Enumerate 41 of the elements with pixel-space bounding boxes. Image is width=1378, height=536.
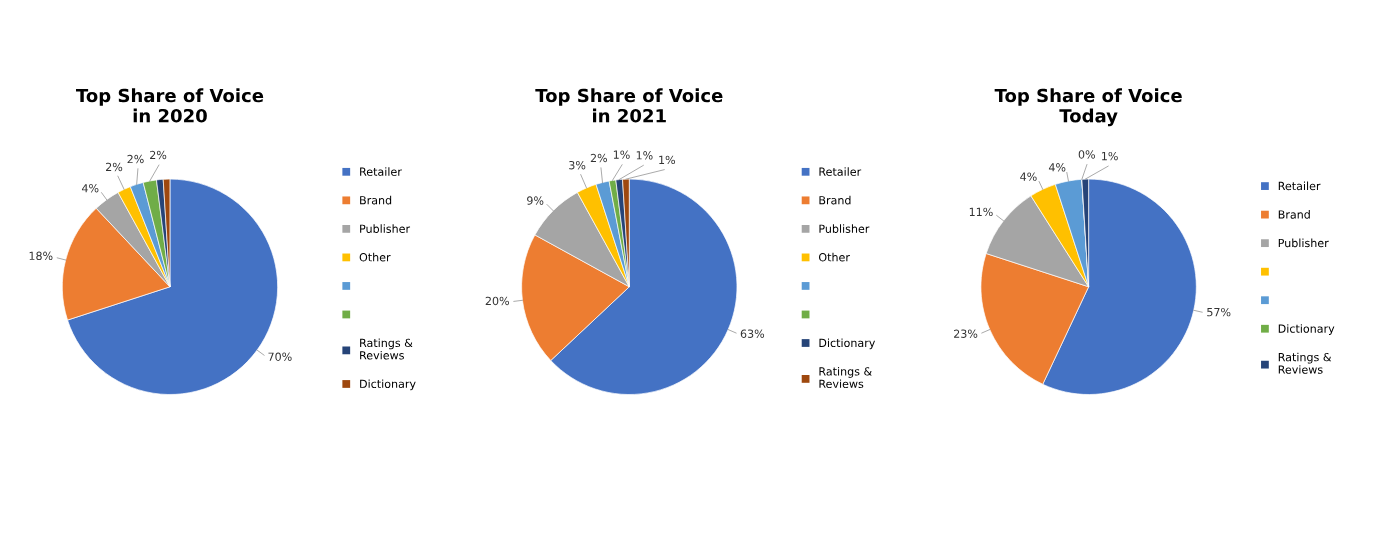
chart-title: Top Share of Voice in 2021	[535, 88, 723, 123]
legend-label: Publisher	[360, 224, 411, 233]
data-label: 2%	[150, 150, 167, 160]
legend-label: Brand	[819, 195, 851, 205]
data-label: 2%	[590, 153, 608, 163]
data-label: 18%	[29, 251, 53, 261]
chart-title: Top Share of Voice Today	[994, 88, 1182, 127]
data-label: 23%	[954, 329, 978, 338]
legend-label: Dictionary	[1278, 324, 1335, 335]
data-label: 1%	[1102, 151, 1118, 161]
data-label: 2%	[127, 154, 144, 164]
data-label: 3%	[569, 161, 586, 170]
legend-label: Brand	[360, 195, 392, 205]
legend-label: Retailer	[360, 167, 402, 176]
data-label: 57%	[1207, 307, 1231, 317]
data-label: 4%	[81, 184, 99, 193]
data-label: 4%	[1020, 172, 1037, 181]
data-label: 63%	[740, 329, 765, 338]
data-label: 4%	[1048, 163, 1066, 172]
data-label: 11%	[969, 207, 993, 217]
legend-label: Other	[359, 252, 391, 262]
legend-label: Retailer	[819, 167, 862, 176]
chart-title: Top Share of Voice in 2020	[76, 88, 264, 123]
legend-label: Retailer	[1278, 181, 1321, 191]
legend-label: Ratings & Reviews	[360, 338, 413, 360]
legend-label: Dictionary	[360, 379, 416, 391]
data-label: 1%	[636, 151, 653, 160]
legend-label: Publisher	[819, 224, 870, 233]
data-label: 1%	[659, 155, 676, 165]
data-label: 20%	[485, 296, 509, 306]
legend-label: Dictionary	[819, 338, 876, 350]
legend-label: Other	[819, 252, 850, 262]
data-label: 70%	[268, 352, 292, 361]
legend-label: Publisher	[1278, 238, 1329, 248]
legend-label: Ratings & Reviews	[819, 366, 872, 389]
data-label: 1%	[613, 150, 630, 159]
text: 0%	[1078, 150, 1095, 159]
legend-label: Brand	[1278, 210, 1310, 219]
legend-label: Ratings & Reviews	[1278, 352, 1332, 374]
data-label: 2%	[106, 162, 123, 172]
data-label: 9%	[527, 196, 544, 205]
